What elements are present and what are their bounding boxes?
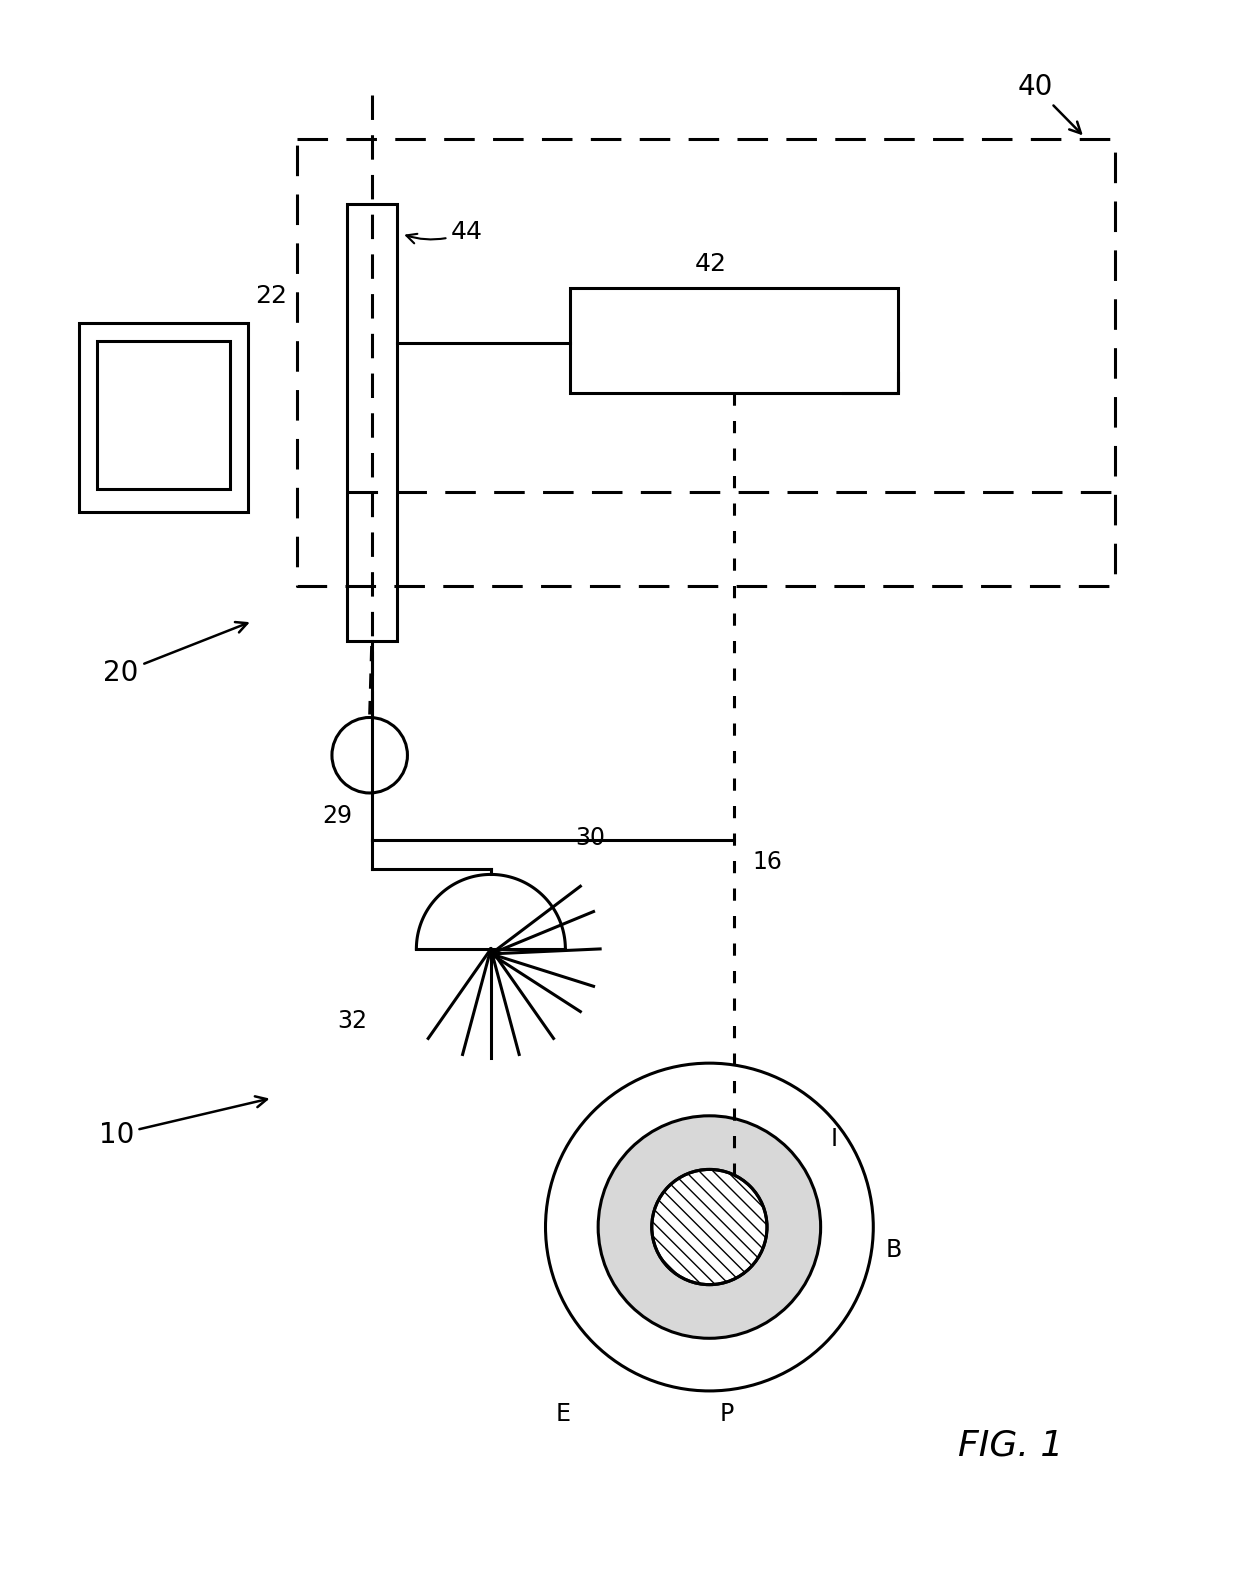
Text: B: B: [885, 1238, 901, 1262]
Text: 42: 42: [694, 251, 727, 275]
Text: 16: 16: [753, 851, 782, 875]
Text: FIG. 1: FIG. 1: [957, 1429, 1063, 1462]
Text: 10: 10: [98, 1096, 267, 1148]
FancyBboxPatch shape: [97, 341, 229, 489]
Text: 20: 20: [103, 622, 247, 687]
Text: 40: 40: [1017, 73, 1081, 134]
Text: 22: 22: [255, 284, 288, 308]
Circle shape: [652, 1170, 768, 1285]
Text: 44: 44: [407, 219, 484, 243]
Circle shape: [332, 717, 408, 793]
Text: E: E: [556, 1402, 570, 1426]
Text: P: P: [719, 1402, 734, 1426]
Text: 30: 30: [575, 826, 605, 850]
Circle shape: [598, 1116, 821, 1339]
Text: 32: 32: [337, 1009, 367, 1033]
FancyBboxPatch shape: [570, 289, 898, 393]
FancyBboxPatch shape: [347, 204, 397, 641]
FancyBboxPatch shape: [78, 324, 248, 512]
Text: I: I: [831, 1126, 838, 1151]
Text: 29: 29: [322, 804, 352, 827]
